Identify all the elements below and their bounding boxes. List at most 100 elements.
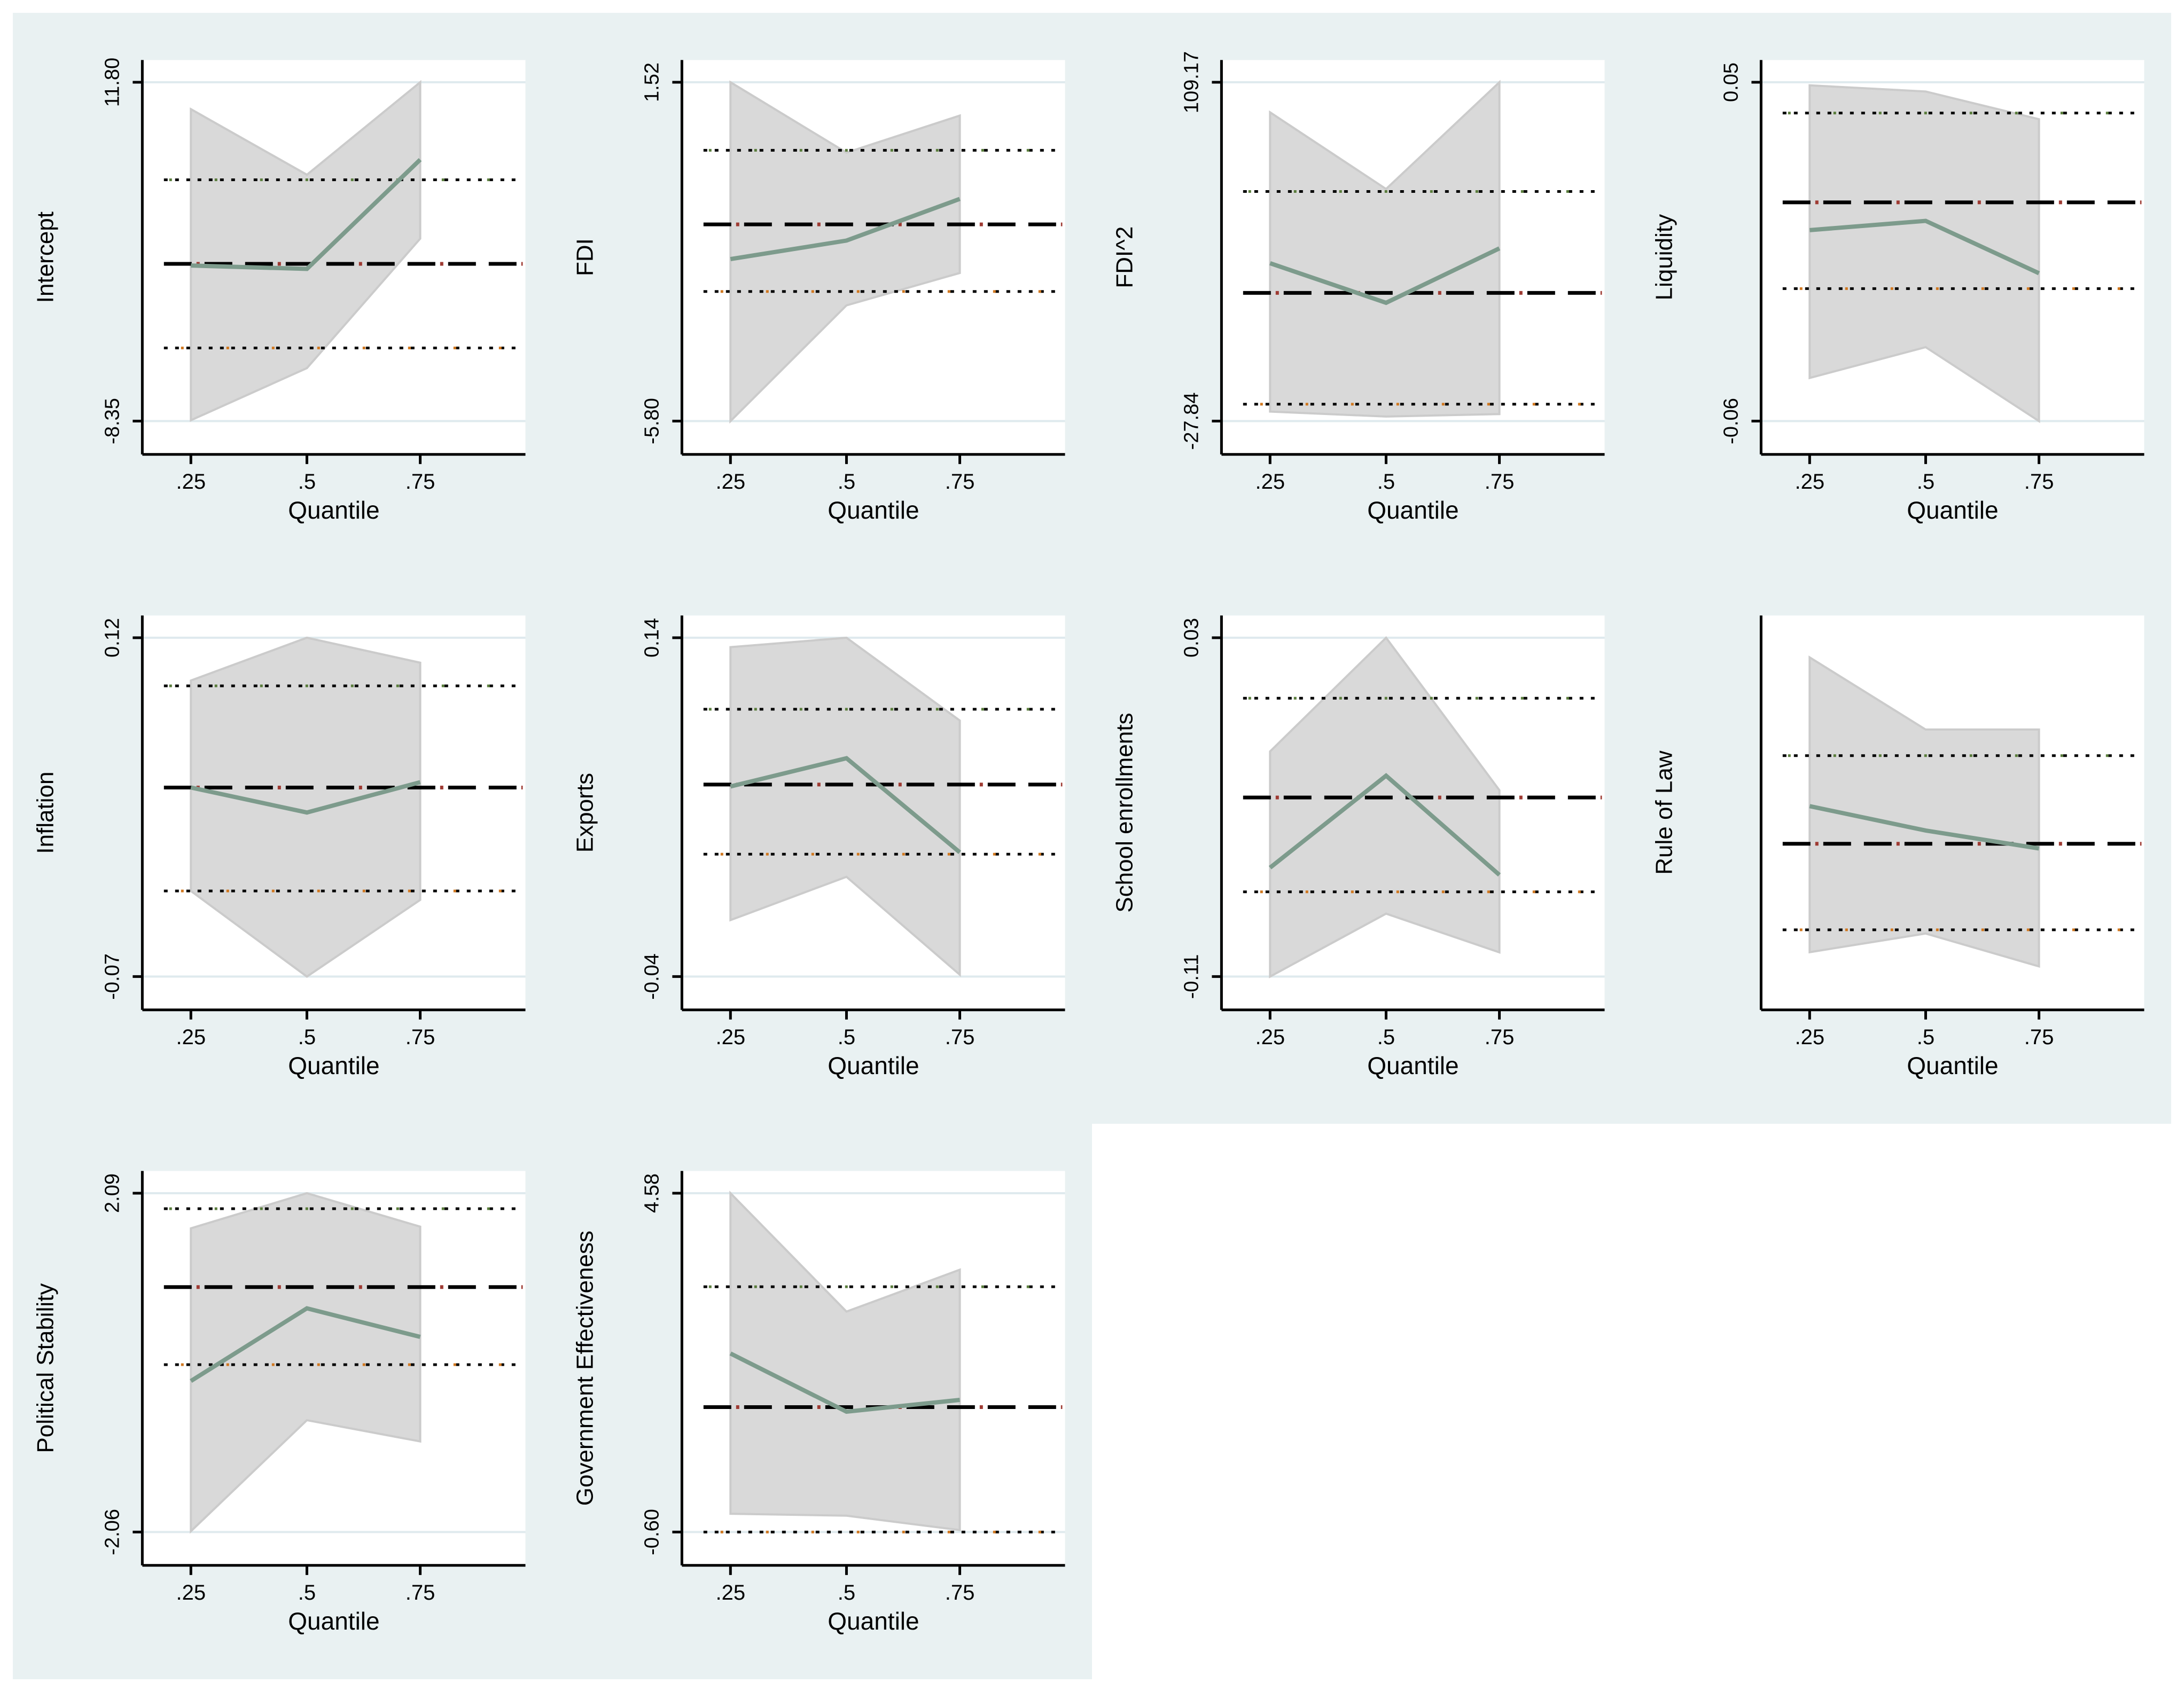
x-tick-label-0: .25 [1795,470,1824,494]
x-tick-label-2: .75 [1485,470,1515,494]
y-axis-title: Rule of Law [1651,750,1678,875]
quantile-coefficient-line [1269,246,1501,306]
x-tick-label-1: .5 [298,470,316,494]
x-tick-label-2: .75 [405,1581,435,1604]
y-tick-bottom-label: -0.07 [101,953,123,1000]
x-axis-title: Quantile [288,1607,379,1635]
confidence-band [190,1192,422,1534]
x-tick-label-2: .75 [2024,470,2054,494]
y-axis-title: Inflation [33,772,59,854]
x-tick-label-0: .25 [1795,1025,1824,1049]
quantile-coefficient-line [1809,218,2040,276]
x-axis-title: Quantile [828,1052,919,1079]
y-axis-title: School enrollments [1112,713,1138,912]
panel-fdi-2: 109.17 -27.84 FDI^2 .25 .5 .75 Quantile [1092,13,1632,568]
quantile-coefficient-line [1809,804,2040,851]
x-tick-label-1: .5 [1377,1025,1395,1049]
panel-svg: 0.03 -0.11 School enrollments .25 .5 .75 Quant… [1112,615,1605,1079]
x-tick-label-1: .5 [838,1581,855,1604]
quantile-coefficient-line [1268,773,1501,877]
x-tick-label-0: .25 [1255,1025,1285,1049]
x-tick-label-2: .75 [1485,1025,1515,1049]
x-tick-label-1: .5 [1377,470,1395,494]
panel-svg: 109.17 -27.84 FDI^2 .25 .5 .75 Quantile [1112,51,1605,524]
x-axis-title: Quantile [1367,1052,1458,1079]
x-axis-title: Quantile [828,496,919,524]
y-axis-title: FDI [572,238,598,276]
confidence-band [729,636,961,977]
x-axis-title: Quantile [1367,496,1458,524]
panel-svg: 2.09 -2.06 Political Stability .25 .5 .75 Quan… [33,1171,526,1635]
y-tick-top-label: 0.14 [641,618,663,657]
y-axis-title: Liquidity [1651,214,1678,300]
panel-fdi: 1.52 -5.80 FDI .25 .5 .75 Quantile [552,13,1092,568]
y-tick-top-label: 0.05 [1720,62,1742,102]
panel-liquidity: 0.05 -0.06 Liquidity .25 .5 .75 Quantile [1632,13,2171,568]
x-axis-title: Quantile [828,1607,919,1635]
x-tick-label-2: .75 [945,1581,975,1604]
x-tick-label-1: .5 [1917,470,1935,494]
confidence-band [1808,84,2040,424]
panel-svg: 0.12 -0.07 Inflation .25 .5 .75 Quantile [33,615,526,1079]
x-axis-title: Quantile [288,1052,379,1079]
quantile-coefficient-line [190,1306,421,1383]
quantile-coefficient-line [730,197,961,262]
x-tick-label-0: .25 [176,470,206,494]
x-tick-label-2: .75 [945,1025,975,1049]
x-tick-label-0: .25 [1255,470,1285,494]
y-tick-bottom-label: -27.84 [1180,393,1203,450]
panel-exports: 0.14 -0.04 Exports .25 .5 .75 Quantile [552,568,1092,1124]
panel-government-effectiveness: 4.58 -0.60 Government Effectiveness .25 .5 .7… [552,1124,1092,1679]
confidence-band [729,80,961,424]
x-tick-label-2: .75 [405,1025,435,1049]
y-axis-title: Intercept [33,212,59,303]
y-tick-bottom-label: -0.11 [1180,954,1203,999]
y-tick-top-label: 4.58 [641,1173,663,1213]
x-tick-label-2: .75 [405,470,435,494]
y-tick-bottom-label: -8.35 [101,398,123,444]
x-tick-label-0: .25 [715,470,745,494]
y-tick-bottom-label: -0.60 [641,1509,663,1555]
panel-svg: 0.14 -0.04 Exports .25 .5 .75 Quantile [572,615,1065,1079]
confidence-band [729,1191,961,1531]
y-tick-top-label: 0.12 [101,618,123,657]
x-tick-label-2: .75 [945,470,975,494]
y-axis-title: Government Effectiveness [572,1231,598,1506]
quantile-coefficient-line [730,756,962,854]
confidence-band [1808,655,2040,968]
y-tick-bottom-label: -2.06 [101,1509,123,1555]
x-tick-label-0: .25 [176,1025,206,1049]
y-tick-top-label: 109.17 [1180,51,1203,113]
x-tick-label-1: .5 [838,470,855,494]
y-tick-top-label: 2.09 [101,1173,123,1213]
panel-inflation: 0.12 -0.07 Inflation .25 .5 .75 Quantile [13,568,552,1124]
x-tick-label-0: .25 [715,1025,745,1049]
panel-rule-of-law: Rule of Law .25 .5 .75 Quantile [1632,568,2171,1124]
y-axis-title: FDI^2 [1112,226,1138,288]
panel-svg: 1.52 -5.80 FDI .25 .5 .75 Quantile [572,60,1065,524]
x-tick-label-1: .5 [298,1025,316,1049]
y-tick-bottom-label: -5.80 [641,398,663,444]
y-tick-top-label: 11.80 [101,58,123,107]
x-tick-label-1: .5 [298,1581,316,1604]
quantile-coefficient-line [190,780,421,815]
x-axis-title: Quantile [1907,496,1998,524]
panel-svg: Rule of Law .25 .5 .75 Quantile [1651,615,2144,1079]
x-axis-title: Quantile [1907,1052,1998,1079]
panel-political-stability: 2.09 -2.06 Political Stability .25 .5 .75 Quan… [13,1124,552,1679]
panel-intercept: 11.80 -8.35 Intercept .25 .5 .75 Quantile [13,13,552,568]
y-tick-top-label: 1.52 [641,62,663,102]
panel-svg: 11.80 -8.35 Intercept .25 .5 .75 Quantile [33,58,526,524]
x-tick-label-2: .75 [2024,1025,2054,1049]
x-tick-label-1: .5 [1917,1025,1935,1049]
x-axis-title: Quantile [288,496,379,524]
panel-svg: 0.05 -0.06 Liquidity .25 .5 .75 Quantile [1651,60,2144,524]
confidence-band [190,80,422,422]
x-tick-label-1: .5 [838,1025,855,1049]
y-axis-title: Exports [572,773,598,852]
quantile-coefficient-line [191,158,422,271]
y-axis-title: Political Stability [33,1283,59,1453]
x-tick-label-0: .25 [176,1581,206,1604]
confidence-band [1269,80,1501,418]
